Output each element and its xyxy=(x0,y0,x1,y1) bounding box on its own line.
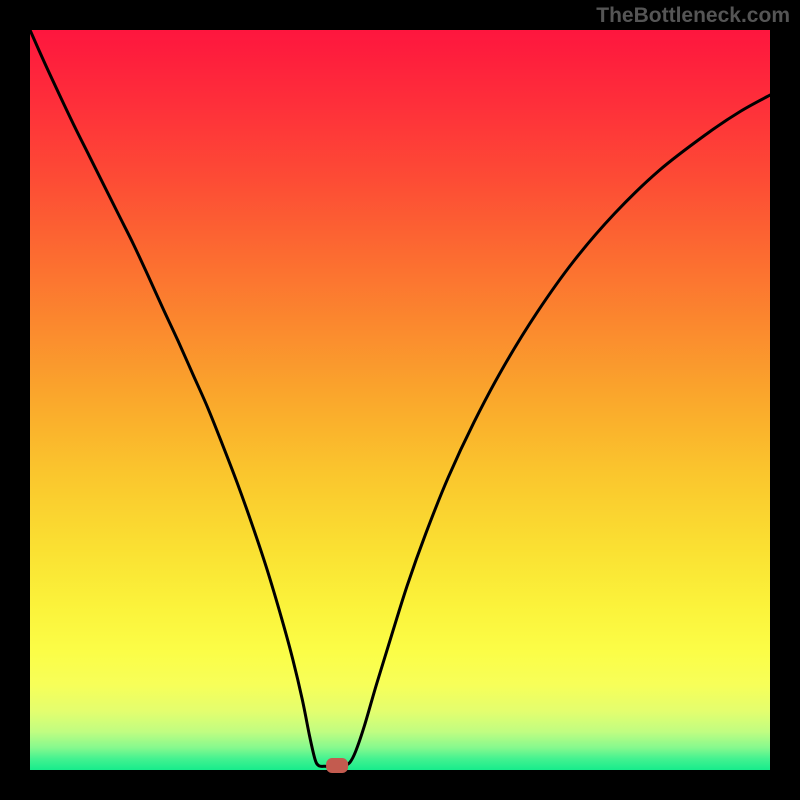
bottleneck-chart xyxy=(0,0,800,800)
chart-container: TheBottleneck.com xyxy=(0,0,800,800)
optimal-point-marker xyxy=(326,758,348,773)
plot-background xyxy=(30,30,770,770)
